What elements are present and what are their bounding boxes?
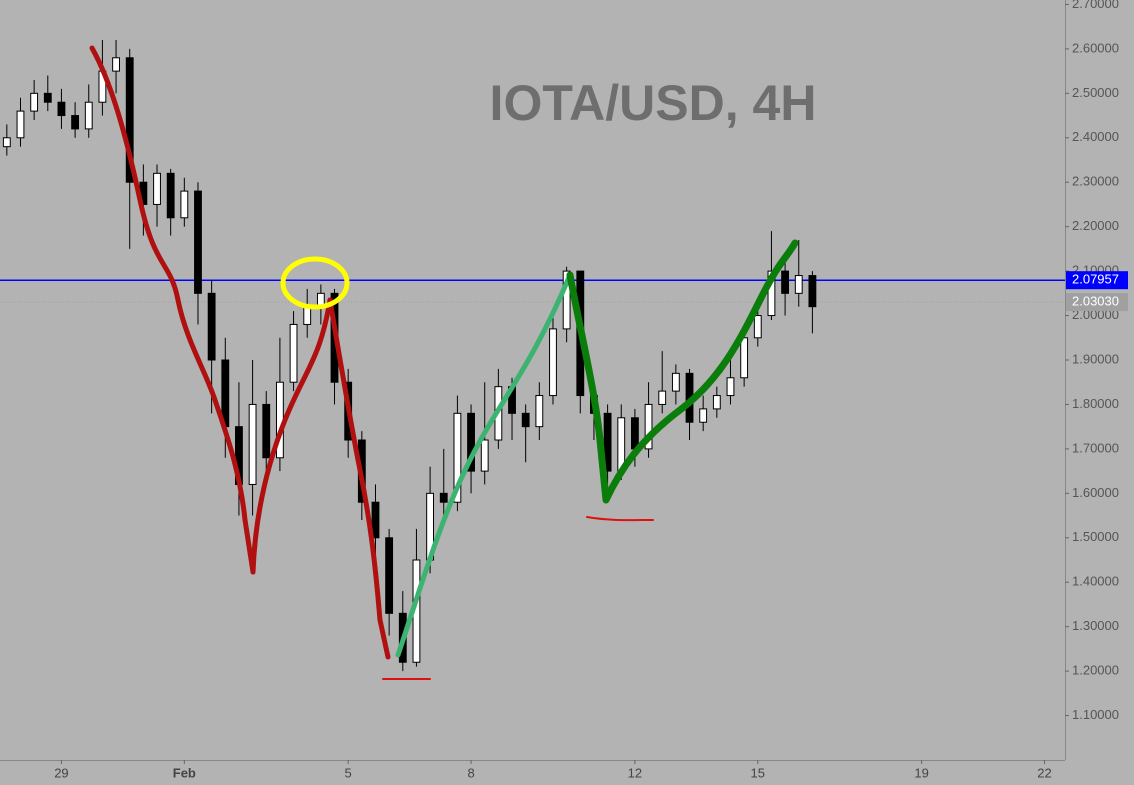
candle-body <box>303 306 312 325</box>
chart-title: IOTA/USD, 4H <box>490 75 817 131</box>
price-label: 2.07957 <box>1072 272 1119 287</box>
candle-body <box>549 328 557 397</box>
y-tick-label: 2.20000 <box>1072 218 1119 233</box>
price-label: 2.03030 <box>1072 294 1119 309</box>
y-tick-label: 1.40000 <box>1072 574 1119 589</box>
candle-body <box>658 390 667 405</box>
candle-body <box>194 190 202 294</box>
candle-body <box>671 372 680 392</box>
annotations <box>89 45 799 680</box>
x-tick-label: 22 <box>1037 765 1051 780</box>
candle-body <box>439 492 448 503</box>
y-tick-label: 1.10000 <box>1072 707 1119 722</box>
x-tick-label: 29 <box>54 765 68 780</box>
y-tick-label: 1.60000 <box>1072 485 1119 500</box>
y-tick-label: 1.90000 <box>1072 351 1119 366</box>
x-tick-label: Feb <box>173 765 196 780</box>
y-tick-label: 2.50000 <box>1072 85 1119 100</box>
candle-body <box>480 439 489 472</box>
candle-body <box>385 537 394 614</box>
candle-body <box>71 115 80 130</box>
x-tick-label: 19 <box>914 765 928 780</box>
dark-green-trend-stroke <box>566 239 799 504</box>
candle-body <box>207 292 216 361</box>
candle-body <box>794 275 803 294</box>
candle-body <box>57 101 66 117</box>
candle-body <box>521 412 530 428</box>
x-tick-label: 5 <box>345 765 352 780</box>
candle-body <box>740 337 749 379</box>
candle-body <box>166 172 175 219</box>
y-tick-label: 1.50000 <box>1072 529 1119 544</box>
yellow-circle <box>280 256 350 310</box>
candle-body <box>808 275 817 308</box>
candle-body <box>30 92 39 112</box>
y-tick-label: 2.40000 <box>1072 129 1119 144</box>
candle-body <box>767 270 776 317</box>
x-tick-label: 15 <box>751 765 765 780</box>
candle-body <box>2 137 11 148</box>
red-trend-stroke <box>327 297 391 660</box>
price-label-box <box>1066 293 1128 312</box>
red-underline <box>586 516 654 522</box>
candle-body <box>153 172 161 205</box>
candle-body <box>248 403 257 485</box>
candle-body <box>781 270 790 294</box>
x-tick-label: 8 <box>467 765 474 780</box>
candle-body <box>535 395 544 428</box>
red-trend-stroke <box>250 297 333 575</box>
y-tick-label: 1.80000 <box>1072 396 1119 411</box>
candle-body <box>726 377 735 397</box>
y-tick-label: 1.20000 <box>1072 663 1119 678</box>
candle-body <box>467 412 475 472</box>
candle-body <box>644 403 653 450</box>
y-tick-label: 1.30000 <box>1072 618 1119 633</box>
candle-body <box>699 408 708 423</box>
candle-body <box>262 403 271 459</box>
candle-body <box>712 395 721 410</box>
price-label-box <box>1066 271 1128 290</box>
candle-body <box>753 315 762 339</box>
candle-body <box>562 270 571 330</box>
candle-body <box>125 57 134 183</box>
candle-body <box>112 57 120 72</box>
candle-body <box>289 323 298 383</box>
candle-body <box>630 417 639 450</box>
y-tick-label: 2.60000 <box>1072 40 1119 55</box>
candle-body <box>603 412 612 472</box>
green-trend-stroke <box>395 272 573 658</box>
candle-body <box>453 412 462 503</box>
red-trend-stroke <box>89 45 256 575</box>
x-tick-label: 12 <box>628 765 642 780</box>
candle-body <box>84 101 93 130</box>
y-tick-label: 2.30000 <box>1072 174 1119 189</box>
y-tick-label: 2.70000 <box>1072 0 1119 11</box>
candle-body <box>180 190 189 219</box>
candle-body <box>43 92 52 103</box>
candle-body <box>371 501 380 539</box>
y-tick-label: 1.70000 <box>1072 440 1119 455</box>
candle-body <box>16 110 25 139</box>
